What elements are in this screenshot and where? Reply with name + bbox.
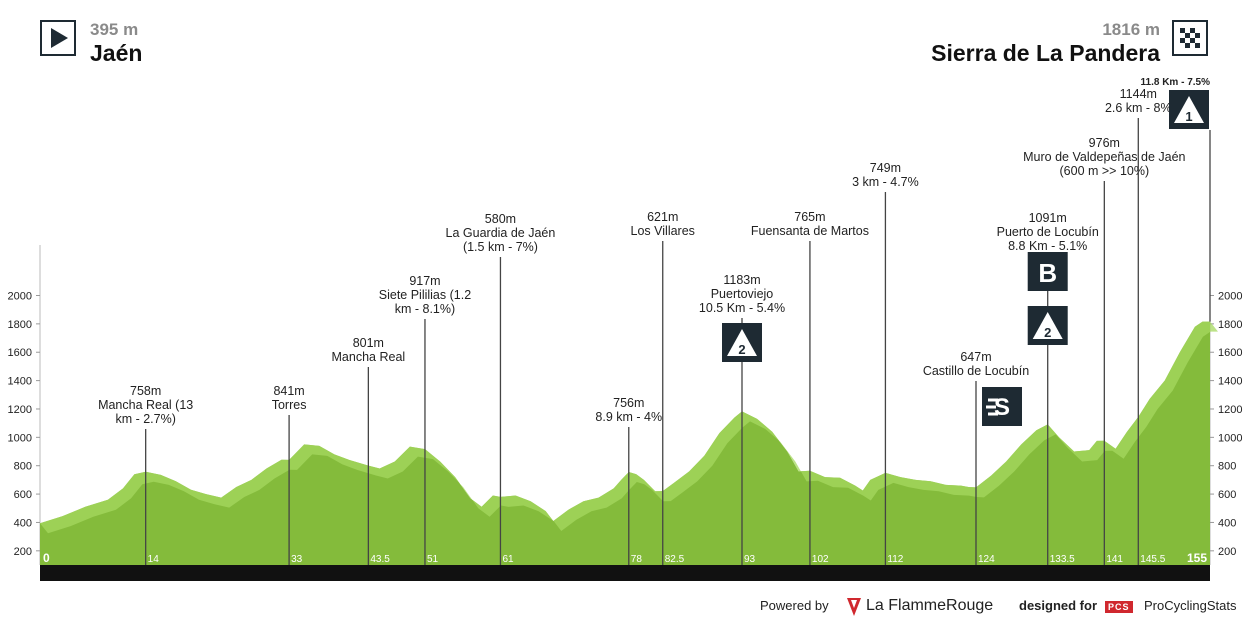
annotation-label-line: Mancha Real <box>332 350 406 364</box>
km-tick-label: 155 <box>1187 551 1207 565</box>
y-tick-label-left: 800 <box>14 461 32 473</box>
finish-info: 1816 m Sierra de La Pandera <box>931 20 1160 66</box>
annotation-label-line: 11.8 Km - 7.5% <box>1141 77 1211 88</box>
y-tick-label-left: 200 <box>14 546 32 558</box>
y-tick-label-right: 1600 <box>1218 347 1242 359</box>
annotation-label-line: 580m <box>485 212 516 226</box>
km-tick-label: 61 <box>502 554 514 565</box>
km-tick-label: 78 <box>631 554 643 565</box>
start-place: Jaén <box>90 40 143 66</box>
km-tick-label: 82.5 <box>665 554 685 565</box>
y-tick-label-right: 400 <box>1218 517 1236 529</box>
bonus-badge <box>1027 252 1068 291</box>
km-tick-label: 0 <box>43 551 50 565</box>
annotation-label-line: 756m <box>613 396 644 410</box>
annotation-label-line: Los Villares <box>631 224 695 238</box>
km-tick-label: 43.5 <box>370 554 390 565</box>
y-tick-label-left: 1400 <box>8 376 32 388</box>
annotation-label-line: Torres <box>272 398 307 412</box>
mountain-icon <box>1032 312 1063 339</box>
annotation-label-line: 758m <box>130 384 161 398</box>
y-tick-label-left: 2000 <box>8 291 32 303</box>
flammerouge-brand: La FlammeRouge <box>866 597 994 614</box>
annotation-label-line: 1183m <box>723 273 760 287</box>
annotation-label-line: 917m <box>409 274 440 288</box>
annotation-label-line: Fuensanta de Martos <box>751 224 869 238</box>
annotation-label-line: 621m <box>647 210 678 224</box>
designed-for-text: designed for <box>1019 598 1098 613</box>
y-tick-label-right: 1200 <box>1218 404 1242 416</box>
km-tick-label: 124 <box>978 554 995 565</box>
annotation-label-line: 801m <box>353 336 384 350</box>
y-tick-label-left: 400 <box>14 517 32 529</box>
finish-altitude: 1816 m <box>1102 20 1160 39</box>
km-tick-label: 133.5 <box>1050 554 1075 565</box>
annotation-label-line: (1.5 km - 7%) <box>463 240 538 254</box>
pcs-badge: PCS <box>1105 601 1133 613</box>
start-altitude: 395 m <box>90 20 139 39</box>
annotation-label-line: km - 8.1%) <box>395 302 455 316</box>
annotation-label-line: km - 2.7%) <box>115 412 175 426</box>
powered-by-text: Powered by <box>760 598 829 613</box>
sprint-lines-icon <box>986 398 998 416</box>
procyclingstats-brand: ProCyclingStats <box>1144 598 1237 613</box>
y-tick-label-right: 2000 <box>1218 291 1242 303</box>
annotation-label-line: Muro de Valdepeñas de Jaén <box>1023 150 1185 164</box>
y-tick-label-right: 800 <box>1218 461 1236 473</box>
bonus-icon: B <box>1038 258 1057 288</box>
km-tick-label: 141 <box>1106 554 1123 565</box>
km-tick-label: 33 <box>291 554 303 565</box>
climb-category-number: 1 <box>1185 109 1192 124</box>
mountain-icon <box>727 329 757 356</box>
annotation-label-line: La Guardia de Jaén <box>446 226 556 240</box>
y-tick-label-right: 1400 <box>1218 376 1242 388</box>
mountain-icon <box>1174 96 1204 123</box>
annotation-label-line: 841m <box>273 384 304 398</box>
km-tick-label: 14 <box>148 554 160 565</box>
start-info: 395 m Jaén <box>90 20 142 66</box>
km-tick-label: 93 <box>744 554 756 565</box>
annotation-label-line: 8.8 Km - 5.1% <box>1008 239 1087 253</box>
annotation-label-line: Puerto de Locubín <box>997 225 1099 239</box>
checkered-flag-icon <box>1172 20 1208 56</box>
km-tick-label: 102 <box>812 554 829 565</box>
annotation-label-line: Mancha Real (13 <box>98 398 193 412</box>
km-tick-label: 145.5 <box>1140 554 1165 565</box>
y-tick-label-right: 1000 <box>1218 432 1242 444</box>
annotation-label-line: 10.5 Km - 5.4% <box>699 301 785 315</box>
y-tick-label-left: 600 <box>14 489 32 501</box>
sprint-icon: S <box>994 394 1010 421</box>
play-icon <box>40 20 76 56</box>
annotation-label-line: 647m <box>960 350 991 364</box>
annotation-label-line: 1144m <box>1120 87 1157 101</box>
annotation-label-line: 8.9 km - 4% <box>595 410 662 424</box>
annotation-label-line: 765m <box>794 210 825 224</box>
y-tick-label-right: 1800 <box>1218 319 1242 331</box>
annotation-label-line: Puertoviejo <box>711 287 774 301</box>
y-tick-label-right: 600 <box>1218 489 1236 501</box>
annotation-label-line: 1091m <box>1029 211 1067 225</box>
annotation-label-line: 2.6 km - 8% <box>1105 101 1172 115</box>
y-tick-label-left: 1800 <box>8 319 32 331</box>
y-tick-label-left: 1600 <box>8 347 32 359</box>
y-tick-label-right: 200 <box>1218 546 1236 558</box>
km-axis-bar <box>40 565 1210 581</box>
climb-category-number: 2 <box>1044 325 1051 340</box>
km-tick-label: 51 <box>427 554 439 565</box>
annotation-label-line: (600 m >> 10%) <box>1060 164 1150 178</box>
annotation-label-line: 749m <box>870 161 901 175</box>
finish-place: Sierra de La Pandera <box>931 40 1160 66</box>
annotation-label-line: 976m <box>1089 136 1120 150</box>
km-tick-label: 112 <box>887 554 903 565</box>
annotation-label-line: Castillo de Locubín <box>923 364 1029 378</box>
climb-category-number: 2 <box>738 342 745 357</box>
elevation-area <box>40 321 1210 565</box>
flammerouge-logo-icon <box>845 596 863 621</box>
y-tick-label-left: 1000 <box>8 432 32 444</box>
annotation-label-line: 3 km - 4.7% <box>852 175 919 189</box>
y-tick-label-left: 1200 <box>8 404 32 416</box>
annotation-label-line: Siete Pililias (1.2 <box>379 288 471 302</box>
